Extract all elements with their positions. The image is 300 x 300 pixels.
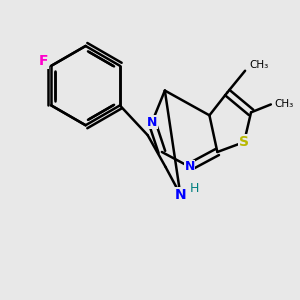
Text: N: N <box>147 116 157 129</box>
Text: N: N <box>175 188 186 202</box>
Text: H: H <box>190 182 199 195</box>
Text: F: F <box>39 54 48 68</box>
Text: CH₃: CH₃ <box>249 60 268 70</box>
Text: CH₃: CH₃ <box>275 99 294 110</box>
Text: N: N <box>184 160 195 173</box>
Text: S: S <box>239 135 249 149</box>
